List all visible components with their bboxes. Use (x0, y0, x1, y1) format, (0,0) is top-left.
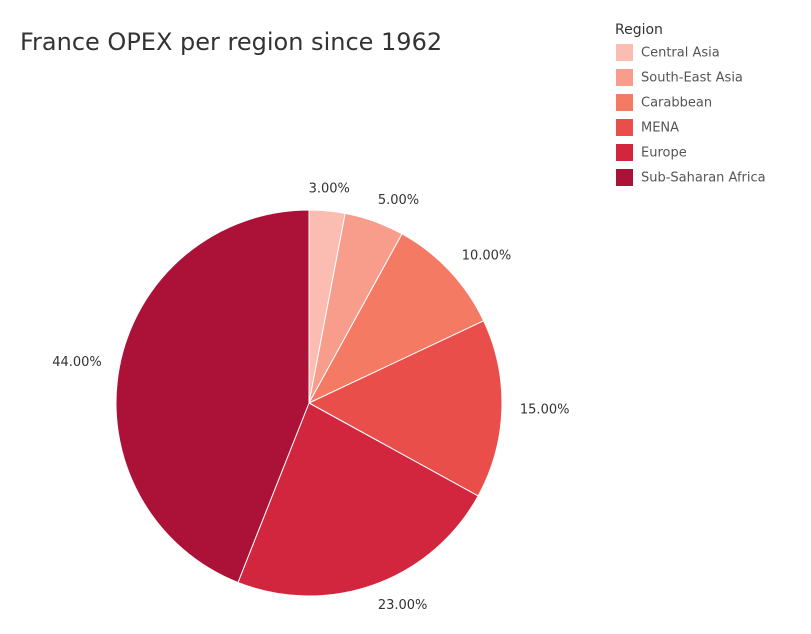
legend-label: MENA (641, 121, 679, 136)
legend-title: Region (615, 22, 663, 38)
legend-label: Central Asia (641, 46, 720, 61)
legend-swatch (616, 169, 633, 186)
legend-swatch (616, 69, 633, 86)
pie-slice (307, 233, 485, 405)
pie-slice (237, 402, 479, 597)
data-label: 5.00% (378, 193, 419, 208)
pie-slice (115, 209, 310, 584)
legend-swatch (616, 94, 633, 111)
legend-label: South-East Asia (641, 71, 743, 86)
legend-swatch (616, 119, 633, 136)
data-label: 23.00% (378, 598, 428, 613)
legend-label: Europe (641, 146, 687, 161)
data-label: 10.00% (462, 248, 512, 263)
pie-slice (307, 320, 503, 497)
legend-swatch (616, 144, 633, 161)
legend-label: Sub-Saharan Africa (641, 171, 766, 186)
chart-title: France OPEX per region since 1962 (20, 28, 442, 56)
data-label: 15.00% (520, 402, 570, 417)
data-label: 44.00% (52, 355, 102, 370)
legend-swatch (616, 44, 633, 61)
data-label: 3.00% (309, 181, 350, 196)
legend-label: Carabbean (641, 96, 712, 111)
